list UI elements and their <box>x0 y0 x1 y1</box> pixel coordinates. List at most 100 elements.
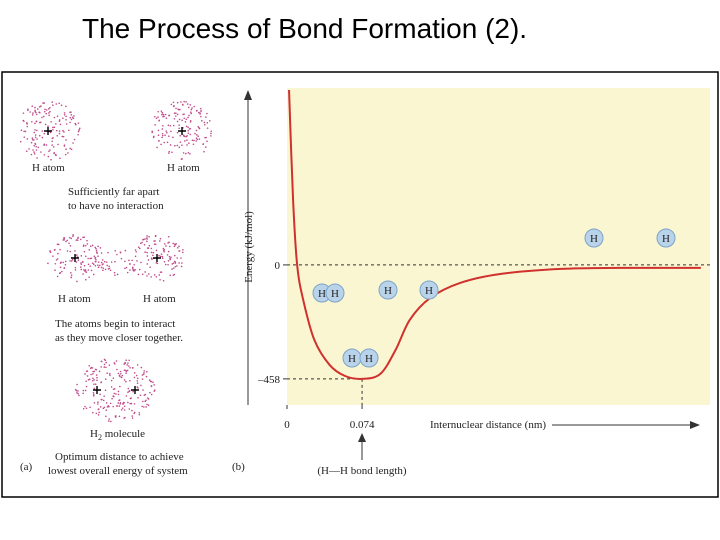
electron-dot <box>176 101 179 104</box>
nucleus <box>93 386 101 394</box>
electron-dot <box>70 148 73 151</box>
electron-dot <box>54 153 57 156</box>
electron-dot <box>189 133 192 136</box>
electron-dot <box>79 266 82 268</box>
electron-dot <box>95 260 97 263</box>
electron-dot <box>155 117 158 120</box>
electron-dot <box>112 405 115 408</box>
electron-dot <box>189 153 191 155</box>
electron-dot <box>75 239 78 241</box>
electron-dot <box>92 395 95 397</box>
electron-dot <box>121 374 124 377</box>
electron-dot <box>47 108 50 110</box>
electron-dot <box>97 408 100 411</box>
electron-dot <box>34 136 37 139</box>
electron-dot <box>149 391 151 394</box>
electron-dot <box>182 134 185 137</box>
electron-dot <box>91 262 94 264</box>
electron-dot <box>187 106 190 109</box>
electron-dot <box>95 249 98 252</box>
electron-dot <box>133 403 136 405</box>
electron-dot <box>146 255 149 257</box>
electron-dot <box>178 146 181 149</box>
electron-dot <box>185 135 187 138</box>
electron-dot <box>128 259 130 262</box>
electron-dot <box>125 359 127 361</box>
electron-dot <box>95 258 97 261</box>
electron-dot <box>31 105 34 108</box>
electron-dot <box>176 257 179 259</box>
electron-dot <box>74 388 77 391</box>
electron-dot <box>43 115 45 118</box>
electron-dot <box>43 110 46 113</box>
electron-dot <box>154 234 157 237</box>
electron-dot <box>54 248 56 251</box>
electron-dot <box>62 117 64 120</box>
electron-dot <box>144 238 146 240</box>
electron-dot <box>89 406 91 409</box>
electron-dot <box>30 153 33 156</box>
electron-dot <box>92 370 94 373</box>
electron-dot <box>143 406 145 408</box>
electron-dot <box>203 124 206 126</box>
electron-dot <box>203 150 205 153</box>
electron-dot <box>76 256 79 258</box>
electron-dot <box>176 131 179 134</box>
electron-dot <box>159 240 161 242</box>
electron-dot <box>92 373 94 375</box>
electron-dot <box>23 136 26 138</box>
electron-dot <box>94 257 96 260</box>
electron-dot <box>105 409 108 411</box>
electron-dot <box>61 270 63 273</box>
electron-dot <box>189 104 192 106</box>
electron-dot <box>67 152 69 154</box>
electron-dot <box>112 388 115 391</box>
electron-dot <box>162 113 165 116</box>
electron-dot <box>108 265 110 268</box>
electron-dot <box>127 362 129 364</box>
electron-dot <box>136 386 139 388</box>
electron-dot <box>161 132 164 135</box>
electron-dot <box>71 258 74 261</box>
atom-symbol: H <box>425 285 433 297</box>
electron-dot <box>104 389 107 392</box>
electron-dot <box>70 272 72 274</box>
electron-dot <box>200 109 202 112</box>
electron-dot <box>164 113 167 116</box>
electron-dot <box>187 130 189 132</box>
electron-dot <box>55 259 58 261</box>
electron-dot <box>185 118 188 121</box>
electron-dot <box>117 372 120 375</box>
electron-dot <box>196 138 199 141</box>
electron-dot <box>22 112 25 114</box>
y-axis-label: Energy (kJ/mol) <box>243 211 255 283</box>
electron-dot <box>179 108 181 111</box>
electron-dot <box>70 237 73 240</box>
electron-dot <box>54 262 57 265</box>
y-tick-label: 0 <box>275 260 281 272</box>
electron-dot <box>147 259 150 261</box>
electron-dot <box>188 142 190 145</box>
electron-dot <box>128 365 130 367</box>
electron-dot <box>145 406 147 408</box>
electron-dot <box>161 134 164 137</box>
electron-dot <box>137 396 139 399</box>
electron-dot <box>38 134 41 137</box>
electron-dot <box>174 262 177 264</box>
electron-dot <box>187 151 190 154</box>
electron-dot <box>169 144 172 146</box>
electron-dot <box>136 260 138 262</box>
electron-dot <box>146 403 148 406</box>
atom-sphere <box>325 283 345 303</box>
electron-dot <box>49 131 52 134</box>
electron-dot <box>71 116 74 119</box>
electron-dot <box>184 140 186 142</box>
atom-label: H atom <box>32 162 65 174</box>
electron-dot <box>156 146 158 149</box>
electron-dot <box>146 235 148 237</box>
electron-dot <box>174 144 176 147</box>
electron-dot <box>180 257 182 259</box>
electron-dot <box>36 157 38 159</box>
electron-dot <box>59 266 62 269</box>
nucleus <box>71 254 79 262</box>
